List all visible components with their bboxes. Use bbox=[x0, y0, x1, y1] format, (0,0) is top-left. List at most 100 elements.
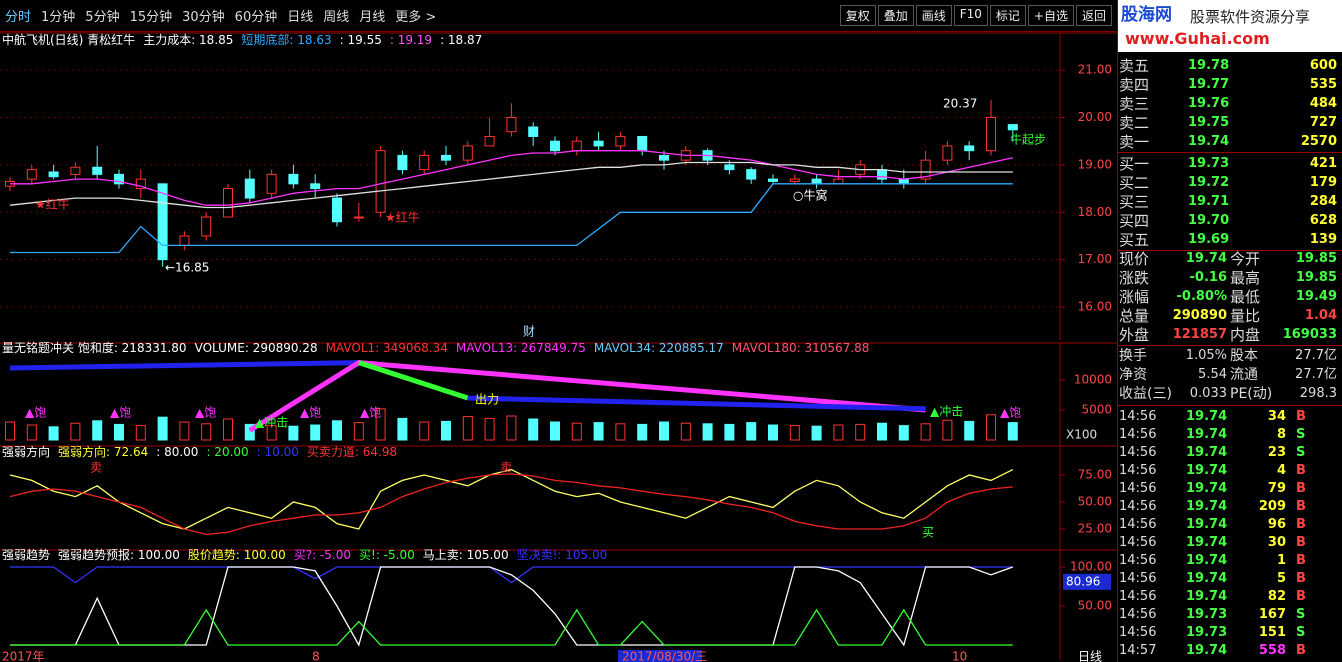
book-price: 19.72 bbox=[1188, 175, 1230, 190]
volume-bar bbox=[768, 424, 778, 441]
period-tab[interactable]: 周线 bbox=[323, 10, 350, 25]
book-price: 19.73 bbox=[1188, 156, 1230, 171]
candle-body bbox=[833, 178, 844, 185]
volume-bar bbox=[571, 422, 582, 441]
volume-bar bbox=[680, 422, 691, 441]
book-price: 19.75 bbox=[1188, 115, 1230, 130]
indicator-line bbox=[10, 183, 1013, 254]
annotation: ▲冲击 bbox=[255, 415, 288, 430]
toolbar-button[interactable]: +自选 bbox=[1027, 5, 1074, 26]
indicator-line bbox=[9, 473, 1013, 536]
header-item: VOLUME: 290890.28 bbox=[195, 341, 318, 355]
candle-body bbox=[964, 145, 975, 152]
header-item: MAVOL34: 220885.17 bbox=[594, 341, 724, 355]
period-tab[interactable]: 更多 > bbox=[395, 10, 437, 25]
candle-body bbox=[659, 154, 669, 161]
stat-label: 最高 bbox=[1230, 269, 1261, 287]
header-item: 强弱趋势预报: 100.00 bbox=[58, 547, 180, 562]
period-tab[interactable]: 5分钟 bbox=[85, 10, 120, 25]
trade-side: B bbox=[1296, 535, 1306, 550]
toolbar-button[interactable]: F10 bbox=[953, 5, 988, 26]
book-volume: 727 bbox=[1309, 115, 1337, 130]
candle-body bbox=[223, 188, 233, 218]
volume-bar bbox=[986, 414, 996, 441]
book-price: 19.69 bbox=[1188, 232, 1230, 247]
trade-volume: 34 bbox=[1267, 409, 1286, 424]
trade-volume: 23 bbox=[1267, 445, 1286, 460]
trade-volume: 151 bbox=[1258, 625, 1286, 640]
trade-side: B bbox=[1296, 589, 1306, 604]
book-price: 19.70 bbox=[1188, 213, 1230, 228]
trade-time: 14:56 bbox=[1119, 589, 1157, 604]
period-tab[interactable]: 分时 bbox=[5, 10, 32, 25]
period-tab[interactable]: 1分钟 bbox=[41, 10, 76, 25]
stat-value: -0.16 bbox=[1189, 270, 1227, 285]
book-volume: 2570 bbox=[1300, 134, 1337, 149]
toolbar-button[interactable]: 画线 bbox=[915, 5, 952, 26]
annotation: ○牛窝 bbox=[793, 188, 827, 203]
annotation: ▲饱 bbox=[360, 405, 381, 420]
book-label: 买五 bbox=[1119, 231, 1150, 249]
trade-price: 19.74 bbox=[1186, 409, 1228, 424]
period-tab[interactable]: 60分钟 bbox=[234, 10, 278, 25]
trade-price: 19.74 bbox=[1186, 643, 1228, 658]
candle-body bbox=[462, 145, 473, 161]
annotation: ▲饱 bbox=[1000, 405, 1021, 420]
toolbar-button[interactable]: 复权 bbox=[839, 5, 876, 26]
trade-price: 19.74 bbox=[1186, 481, 1228, 496]
book-label: 卖五 bbox=[1119, 57, 1150, 75]
divider bbox=[1117, 405, 1342, 406]
y-tick-label: 5000 bbox=[1081, 403, 1112, 417]
candle-body bbox=[135, 178, 146, 190]
divider bbox=[1117, 152, 1342, 153]
y-tick-label: 21.00 bbox=[1078, 63, 1112, 77]
candle-body bbox=[898, 178, 909, 185]
volume-bar bbox=[462, 416, 473, 441]
date-box bbox=[618, 650, 702, 662]
candle-body bbox=[332, 197, 342, 223]
period-tab[interactable]: 月线 bbox=[359, 10, 386, 25]
trade-time: 14:56 bbox=[1119, 499, 1157, 514]
header-item: MAVOL180: 310567.88 bbox=[732, 341, 870, 355]
stat-label: 今开 bbox=[1230, 250, 1261, 268]
volume-bar bbox=[353, 422, 364, 441]
indicator-line bbox=[358, 360, 469, 401]
trade-volume: 1 bbox=[1276, 553, 1286, 568]
candle-body bbox=[70, 166, 81, 175]
stat-value: -0.80% bbox=[1176, 289, 1228, 304]
book-label: 卖一 bbox=[1119, 133, 1150, 151]
toolbar-button[interactable]: 返回 bbox=[1075, 5, 1112, 26]
annotation: ★红牛 bbox=[35, 197, 70, 212]
volume-bar bbox=[244, 423, 255, 441]
book-price: 19.74 bbox=[1188, 134, 1230, 149]
trade-price: 19.74 bbox=[1186, 445, 1228, 460]
stat-label: 最低 bbox=[1230, 288, 1261, 306]
stat-value: 19.85 bbox=[1295, 251, 1337, 266]
volume-bar bbox=[201, 423, 212, 441]
candle-body bbox=[244, 178, 255, 199]
volume-bar bbox=[157, 416, 168, 441]
trade-time: 14:56 bbox=[1119, 481, 1157, 496]
value-marker-label: 80.96 bbox=[1066, 574, 1100, 588]
trade-time: 14:56 bbox=[1119, 517, 1157, 532]
volume-bar bbox=[114, 423, 124, 441]
header-item: 买?: -5.00 bbox=[294, 548, 351, 562]
volume-bar bbox=[659, 421, 669, 441]
stat-label: 外盘 bbox=[1119, 326, 1150, 344]
volume-bar bbox=[48, 426, 59, 441]
period-tab[interactable]: 15分钟 bbox=[129, 10, 173, 25]
toolbar-button[interactable]: 叠加 bbox=[877, 5, 914, 26]
candle-body bbox=[986, 117, 996, 152]
stat-value: 27.7亿 bbox=[1295, 348, 1337, 363]
trade-side: B bbox=[1296, 463, 1306, 478]
header-item: : 19.19 bbox=[390, 33, 432, 47]
period-tab[interactable]: 日线 bbox=[287, 10, 314, 25]
period-tab[interactable]: 30分钟 bbox=[182, 10, 225, 25]
header-item: 强弱方向: 72.64 bbox=[58, 444, 148, 459]
y-tick-label: 18.00 bbox=[1078, 205, 1112, 219]
toolbar-button[interactable]: 标记 bbox=[989, 5, 1026, 26]
volume-bar bbox=[1007, 422, 1018, 441]
book-label: 买三 bbox=[1119, 193, 1150, 211]
volume-bar bbox=[789, 425, 800, 441]
